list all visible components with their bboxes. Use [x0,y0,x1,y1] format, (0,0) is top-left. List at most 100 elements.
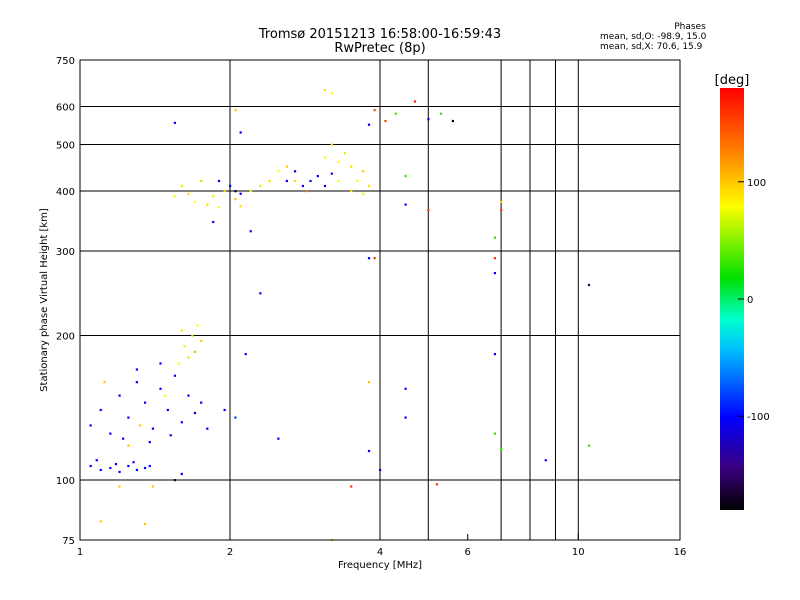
data-point [127,464,130,468]
data-point [277,170,280,173]
data-point [249,190,252,193]
data-point [362,192,365,195]
data-point [356,179,359,183]
data-point [367,257,371,260]
y-axis-label: Stationary phase Virtual Height [km] [39,208,50,392]
data-point [118,394,121,397]
grid-layer [80,60,680,540]
data-point [316,174,319,178]
data-point [544,459,547,462]
data-point [180,472,183,476]
data-point [132,461,135,464]
data-point [244,353,247,356]
data-point [587,283,591,287]
data-point [330,92,333,95]
data-point [212,220,215,224]
data-point [135,381,138,384]
data-point [122,437,125,440]
data-point [200,339,203,343]
data-point [427,118,430,121]
y-tick-label: 500 [56,141,75,152]
data-point [99,520,102,523]
x-tick-label: 4 [377,547,383,558]
y-tick-label: 750 [56,56,75,67]
data-point [309,179,312,183]
data-point [493,257,497,260]
data-point [350,485,353,488]
x-tick-label: 10 [572,547,585,558]
data-point [99,468,102,472]
data-point [367,381,371,384]
data-point [135,368,138,371]
data-point [139,424,142,427]
data-point [493,353,497,356]
data-point [259,292,262,295]
data-point [187,356,190,359]
y-tick-label: 400 [56,187,75,198]
data-point [193,411,197,415]
data-point [451,119,455,123]
data-point [362,170,365,173]
data-point [234,198,237,201]
data-point [330,143,333,146]
data-point [206,427,209,430]
data-point [239,192,242,195]
colorbar-tick-label: -100 [747,412,770,423]
data-point [151,427,155,430]
data-point [285,179,288,183]
data-point [234,109,237,112]
data-point [373,257,376,260]
data-point [193,350,197,353]
data-point [343,152,347,155]
y-tick-label: 600 [56,103,75,114]
data-point [193,200,197,203]
data-point [127,444,130,447]
data-point [427,209,430,212]
data-point [301,184,305,188]
data-point [435,483,438,486]
data-point [223,408,226,412]
y-tick-label: 75 [62,536,75,547]
data-point [305,190,308,193]
data-point [177,362,181,365]
data-point [183,345,186,348]
colorbar-ticks: 100 0 -100 [738,178,770,423]
data-point [384,119,387,123]
x-tick-label: 6 [465,547,471,558]
data-point [293,179,297,183]
data-point [587,444,591,447]
data-point [367,449,371,453]
data-point [323,88,327,92]
y-axis-ticks: 75 100 200 300 400 500 600 750 [56,56,86,547]
data-point [500,200,503,203]
data-point [330,172,333,175]
data-point [404,174,407,178]
data-point [118,485,121,488]
y-tick-label: 200 [56,332,75,343]
data-point [404,416,407,419]
data-point [234,416,237,419]
x-tick-label: 16 [674,547,687,558]
data-points-layer [89,88,591,542]
chart-title: Tromsø 20151213 16:58:00-16:59:43 [258,27,502,42]
data-point [373,109,376,112]
data-point [173,121,177,124]
data-point [143,466,147,470]
phase-stats-heading: Phases [674,22,706,32]
data-point [187,394,190,397]
data-point [350,165,353,168]
data-point [413,100,417,103]
colorbar-tick-label: 0 [747,295,753,306]
data-point [249,230,252,233]
phase-stats-x: mean, sd,X: 70.6, 15.9 [600,42,703,52]
data-point [200,179,203,183]
data-point [196,324,199,327]
data-point [180,184,183,188]
data-point [109,466,112,470]
data-point [148,441,151,444]
data-point [173,195,177,198]
data-point [379,468,382,472]
data-point [493,432,497,435]
data-point [323,184,327,188]
